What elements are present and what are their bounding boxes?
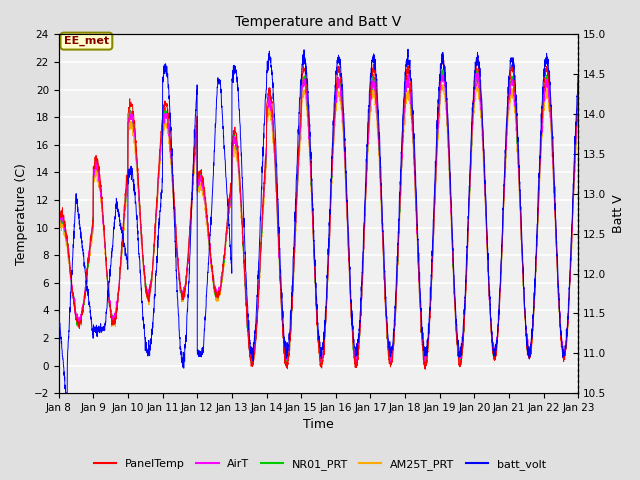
batt_volt	[404, 46, 412, 52]
Title: Temperature and Batt V: Temperature and Batt V	[236, 15, 402, 29]
PanelTemp	[474, 56, 482, 61]
batt_volt	[575, 80, 582, 86]
AirT	[276, 282, 284, 288]
AirT	[145, 291, 152, 297]
Line: batt_volt: batt_volt	[59, 49, 579, 404]
AirT	[55, 221, 63, 227]
AM25T_PRT	[564, 315, 572, 321]
PanelTemp	[145, 296, 152, 301]
Line: AirT: AirT	[59, 72, 579, 363]
AM25T_PRT	[114, 298, 122, 304]
PanelTemp	[422, 366, 429, 372]
NR01_PRT	[509, 77, 516, 83]
Line: PanelTemp: PanelTemp	[59, 59, 579, 369]
AirT	[456, 360, 463, 366]
PanelTemp	[575, 81, 582, 87]
AM25T_PRT	[254, 305, 262, 311]
Legend: PanelTemp, AirT, NR01_PRT, AM25T_PRT, batt_volt: PanelTemp, AirT, NR01_PRT, AM25T_PRT, ba…	[90, 455, 550, 474]
batt_volt	[509, 57, 516, 63]
NR01_PRT	[254, 304, 262, 310]
PanelTemp	[276, 282, 284, 288]
AirT	[114, 298, 122, 303]
batt_volt	[145, 350, 153, 356]
batt_volt	[276, 267, 284, 273]
AirT	[474, 70, 482, 75]
X-axis label: Time: Time	[303, 419, 334, 432]
AirT	[254, 305, 262, 311]
Line: AM25T_PRT: AM25T_PRT	[59, 82, 579, 365]
NR01_PRT	[145, 295, 152, 301]
AM25T_PRT	[456, 362, 463, 368]
NR01_PRT	[276, 281, 284, 287]
NR01_PRT	[474, 66, 482, 72]
batt_volt	[564, 300, 572, 306]
PanelTemp	[114, 298, 122, 304]
Y-axis label: Batt V: Batt V	[612, 194, 625, 233]
AirT	[564, 308, 572, 314]
AM25T_PRT	[276, 287, 284, 292]
NR01_PRT	[421, 366, 429, 372]
Y-axis label: Temperature (C): Temperature (C)	[15, 163, 28, 264]
batt_volt	[254, 276, 262, 282]
PanelTemp	[564, 313, 572, 319]
NR01_PRT	[55, 219, 63, 225]
Text: EE_met: EE_met	[64, 36, 109, 46]
batt_volt	[115, 208, 122, 214]
PanelTemp	[254, 305, 262, 311]
AM25T_PRT	[509, 95, 516, 101]
AM25T_PRT	[55, 221, 63, 227]
AM25T_PRT	[145, 299, 152, 304]
AM25T_PRT	[575, 107, 582, 113]
PanelTemp	[509, 69, 516, 75]
NR01_PRT	[564, 308, 572, 314]
AirT	[509, 81, 516, 86]
Line: NR01_PRT: NR01_PRT	[59, 69, 579, 369]
AirT	[575, 94, 582, 99]
PanelTemp	[55, 219, 63, 225]
AM25T_PRT	[474, 79, 482, 85]
NR01_PRT	[575, 93, 582, 99]
NR01_PRT	[114, 295, 122, 301]
batt_volt	[55, 307, 63, 313]
batt_volt	[63, 401, 70, 407]
